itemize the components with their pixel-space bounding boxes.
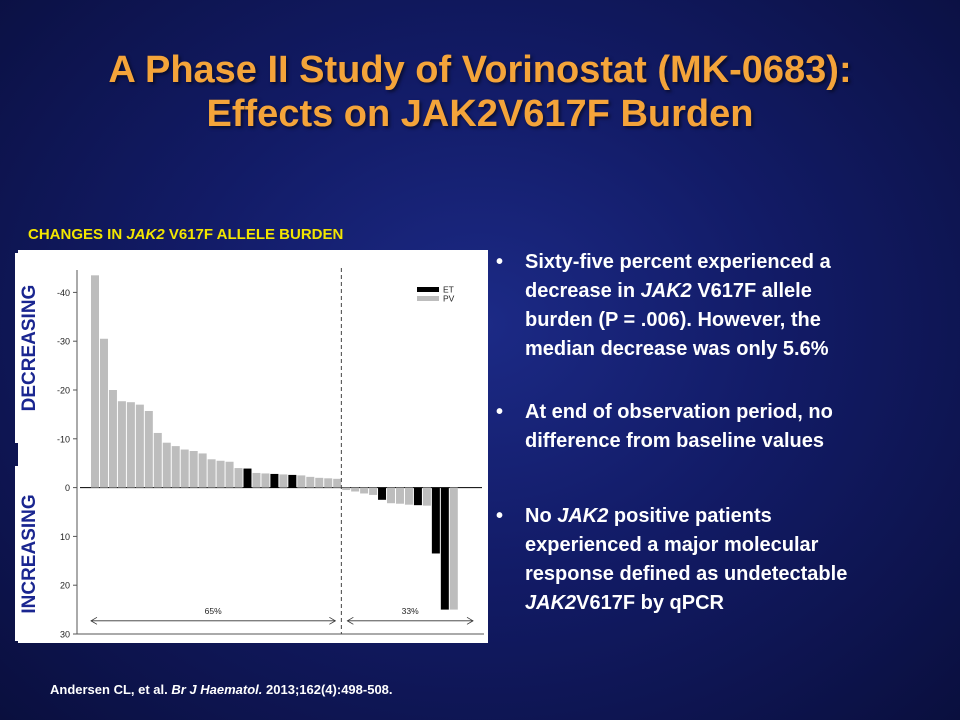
- bar-pv: [162, 442, 171, 488]
- bullet-line: At end of observation period, no: [525, 401, 833, 423]
- bullet-text: At end of observation period, no differen…: [525, 398, 945, 456]
- bar-pv: [449, 487, 458, 610]
- bar-pv: [99, 338, 108, 488]
- bar-pv: [324, 478, 333, 488]
- bar-pv: [351, 487, 360, 492]
- y-tick-label: -40: [57, 288, 70, 298]
- bar-pv: [126, 402, 135, 488]
- bar-et: [378, 487, 387, 500]
- bullet-line: response defined as undetectable: [525, 563, 848, 585]
- bar-pv: [395, 487, 404, 504]
- bullet-line: median decrease was only 5.6%: [525, 338, 829, 360]
- range-label: 33%: [402, 606, 419, 616]
- chart-heading-prefix: CHANGES IN: [28, 226, 127, 243]
- y-tick-label: 10: [60, 532, 70, 542]
- bar-pv: [333, 478, 342, 488]
- y-tick-label: -10: [57, 434, 70, 444]
- bar-pv: [135, 404, 144, 488]
- bar-pv: [144, 410, 153, 488]
- bar-pv: [234, 468, 243, 488]
- arrow-head-right: [329, 616, 337, 625]
- bar-pv: [404, 487, 413, 505]
- bullet-dot: •: [496, 505, 504, 527]
- slide-title-line-1: A Phase II Study of Vorinostat (MK-0683)…: [108, 49, 852, 91]
- bullet-line: experienced a major molecular: [525, 534, 819, 556]
- gene-name: JAK2: [525, 592, 577, 614]
- y-tick-label: 30: [60, 630, 70, 640]
- bar-pv: [261, 473, 270, 488]
- bar-pv: [315, 477, 324, 488]
- chart-panel: -40 -30 -20 -10 0 10 20 30 65% 33% ET PV: [18, 250, 488, 643]
- bullet-dot: •: [496, 251, 504, 273]
- citation: Andersen CL, et al. Br J Haematol. 2013;…: [50, 682, 393, 697]
- arrow-head-right: [466, 616, 474, 625]
- bar-pv: [225, 461, 234, 488]
- bar-pv: [108, 390, 117, 488]
- legend-swatch-pv: [417, 296, 439, 301]
- bullet-text: No JAK2 positive patients experienced a m…: [525, 502, 945, 618]
- citation-ref: 2013;162(4):498-508.: [262, 682, 393, 697]
- bar-pv: [198, 453, 207, 488]
- bar-et: [413, 487, 422, 506]
- bar-pv: [369, 487, 378, 495]
- increasing-label: INCREASING: [15, 466, 45, 641]
- bar-pv: [153, 432, 162, 488]
- bar-pv: [279, 474, 288, 488]
- bar-pv: [117, 401, 126, 488]
- bullet-line: JAK2V617F by qPCR: [525, 592, 724, 614]
- citation-authors: Andersen CL, et al.: [50, 682, 172, 697]
- legend-swatch-et: [417, 287, 439, 292]
- chart-heading-gene: JAK2: [126, 226, 165, 243]
- bar-pv: [306, 476, 315, 488]
- bullet-line: No JAK2 positive patients: [525, 505, 772, 527]
- decreasing-label: DECREASING: [15, 253, 45, 443]
- chart-heading: CHANGES IN JAK2 V617F ALLELE BURDEN: [28, 226, 478, 243]
- bullet-line: difference from baseline values: [525, 430, 825, 452]
- legend-label: ET: [443, 285, 454, 295]
- slide-title: A Phase II Study of Vorinostat (MK-0683)…: [0, 48, 960, 136]
- bar-pv: [91, 275, 99, 488]
- bar-et: [270, 473, 279, 488]
- bar-pv: [360, 487, 369, 494]
- bar-pv: [387, 487, 396, 504]
- bar-pv: [422, 487, 431, 506]
- range-label: 65%: [205, 606, 222, 616]
- bar-pv: [216, 460, 225, 488]
- bar-et: [288, 474, 297, 488]
- y-tick-label: 0: [65, 483, 70, 493]
- bullet-text: Sixty-five percent experienced a decrease…: [525, 248, 945, 364]
- bar-et: [243, 468, 252, 488]
- decreasing-label-text: DECREASING: [19, 284, 40, 412]
- bar-pv: [207, 459, 216, 488]
- bar-pv: [252, 472, 261, 488]
- legend-label: PV: [443, 294, 455, 304]
- citation-journal: Br J Haematol.: [171, 682, 263, 697]
- arrow-head-left: [346, 616, 354, 625]
- increasing-label-text: INCREASING: [19, 493, 40, 614]
- y-tick-label: -20: [57, 386, 70, 396]
- bar-pv: [297, 475, 306, 488]
- gene-name: JAK2: [557, 505, 609, 527]
- y-tick-label: 20: [60, 581, 70, 591]
- arrow-head-left: [90, 616, 98, 625]
- slide-title-line-2: Effects on JAK2V617F Burden: [206, 93, 754, 135]
- bullet-line: Sixty-five percent experienced a: [525, 251, 831, 273]
- bar-et: [440, 487, 449, 610]
- chart-heading-suffix: V617F ALLELE BURDEN: [164, 226, 344, 243]
- y-tick-label: -30: [57, 337, 70, 347]
- gene-name: JAK2: [640, 280, 692, 302]
- bar-pv: [180, 449, 189, 488]
- bar-pv: [189, 451, 198, 488]
- bullet-line: burden (P = .006). However, the: [525, 309, 821, 331]
- bar-pv: [171, 446, 180, 488]
- bullet-dot: •: [496, 401, 504, 423]
- bullet-line: decrease in JAK2 V617F allele: [525, 280, 812, 302]
- bar-pv: [342, 487, 351, 491]
- bar-et: [431, 487, 440, 554]
